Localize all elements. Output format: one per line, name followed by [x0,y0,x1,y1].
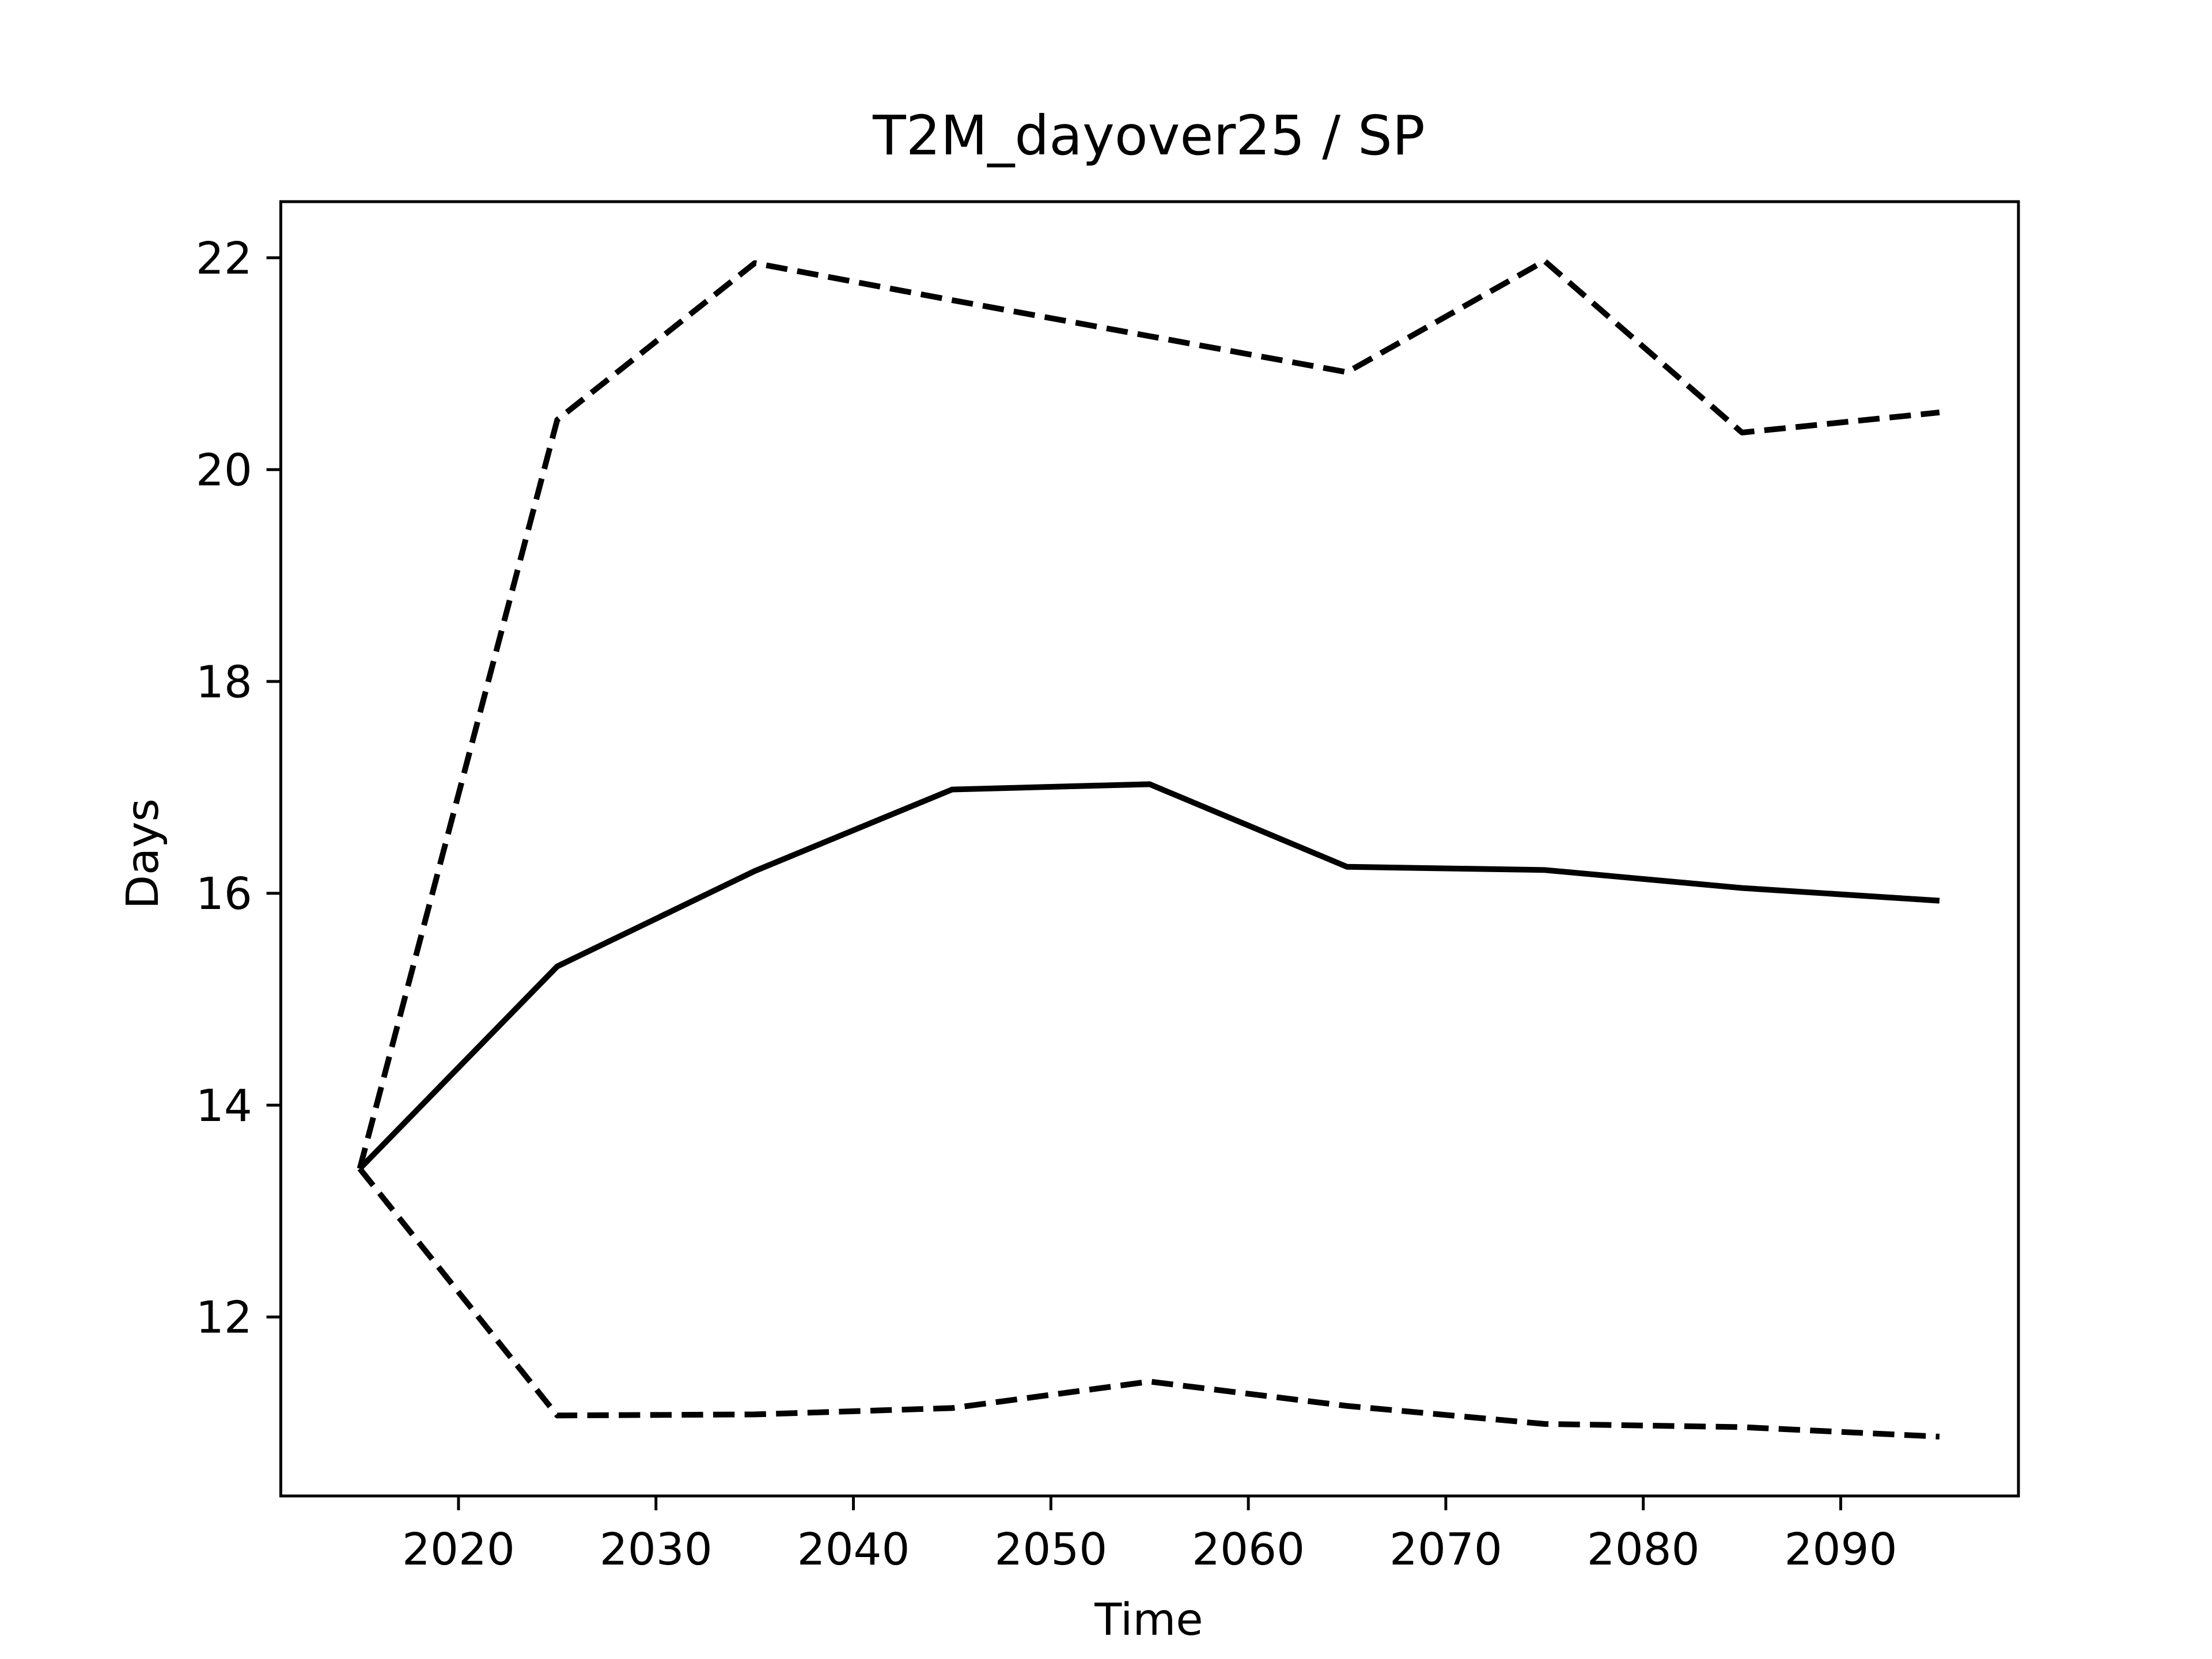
x-axis-label: Time [1094,1594,1203,1646]
y-axis-label: Days [118,798,169,909]
x-tick-label: 2030 [600,1524,713,1575]
x-tick-label: 2070 [1389,1524,1502,1575]
y-tick-label: 18 [196,657,252,708]
y-tick-label: 20 [196,445,252,497]
series-line [357,1166,1940,1440]
x-tick-label: 2090 [1785,1524,1897,1575]
series-line [358,781,1940,1171]
y-tick-label: 12 [196,1293,252,1344]
y-tick-label: 22 [196,233,252,285]
y-tick-label: 16 [196,869,252,920]
chart-title: T2M_dayover25 / SP [872,104,1425,168]
y-tick-label: 14 [196,1081,252,1132]
plot-frame [279,200,2020,1498]
x-tick-label: 2050 [994,1524,1107,1575]
x-tick-label: 2080 [1587,1524,1700,1575]
x-tick-label: 2020 [402,1524,515,1575]
series-line [357,258,1940,1170]
x-tick-label: 2060 [1192,1524,1305,1575]
x-tick-label: 2040 [797,1524,910,1575]
